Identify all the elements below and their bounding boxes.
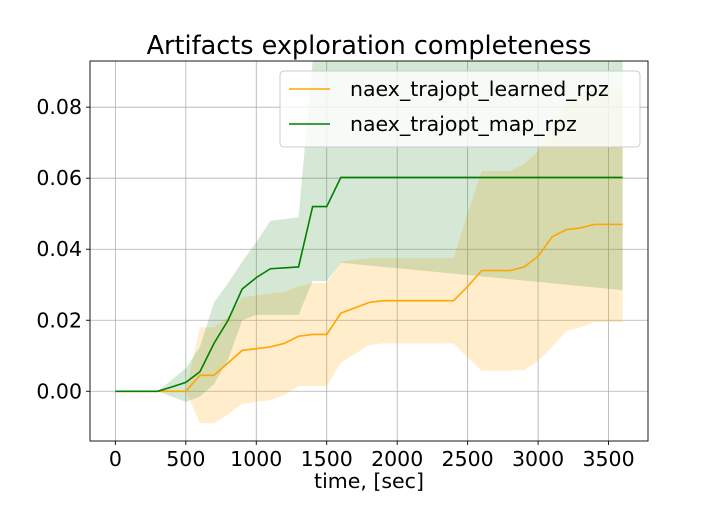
legend: naex_trajopt_learned_rpz naex_trajopt_map… xyxy=(279,70,641,148)
x-tick-label: 3500 xyxy=(582,447,634,471)
y-tick-label: 0.06 xyxy=(36,166,82,190)
plot-frame xyxy=(89,60,649,442)
legend-label: naex_trajopt_map_rpz xyxy=(350,112,577,137)
series-1-line xyxy=(115,223,623,393)
chart-title: Artifacts exploration completeness xyxy=(147,31,592,61)
x-tick-label: 500 xyxy=(166,447,205,471)
x-tick-label: 2000 xyxy=(371,447,423,471)
y-tick-label: 0.02 xyxy=(36,308,82,332)
x-tick-label: 0 xyxy=(109,447,122,471)
y-tick-label: 0.08 xyxy=(36,95,82,119)
x-tick-label: 2500 xyxy=(442,447,494,471)
y-tick-label: 0.04 xyxy=(36,237,82,261)
legend-label: naex_trajopt_learned_rpz xyxy=(350,77,609,102)
legend-box xyxy=(279,70,641,148)
x-tick-label: 1500 xyxy=(301,447,353,471)
series-1-confidence-band xyxy=(115,89,623,424)
series-2-line xyxy=(115,176,623,393)
y-tick-label: 0.00 xyxy=(36,379,82,403)
x-axis-label: time, [sec] xyxy=(314,469,424,493)
x-tick-label: 3000 xyxy=(512,447,564,471)
x-tick-label: 1000 xyxy=(230,447,282,471)
